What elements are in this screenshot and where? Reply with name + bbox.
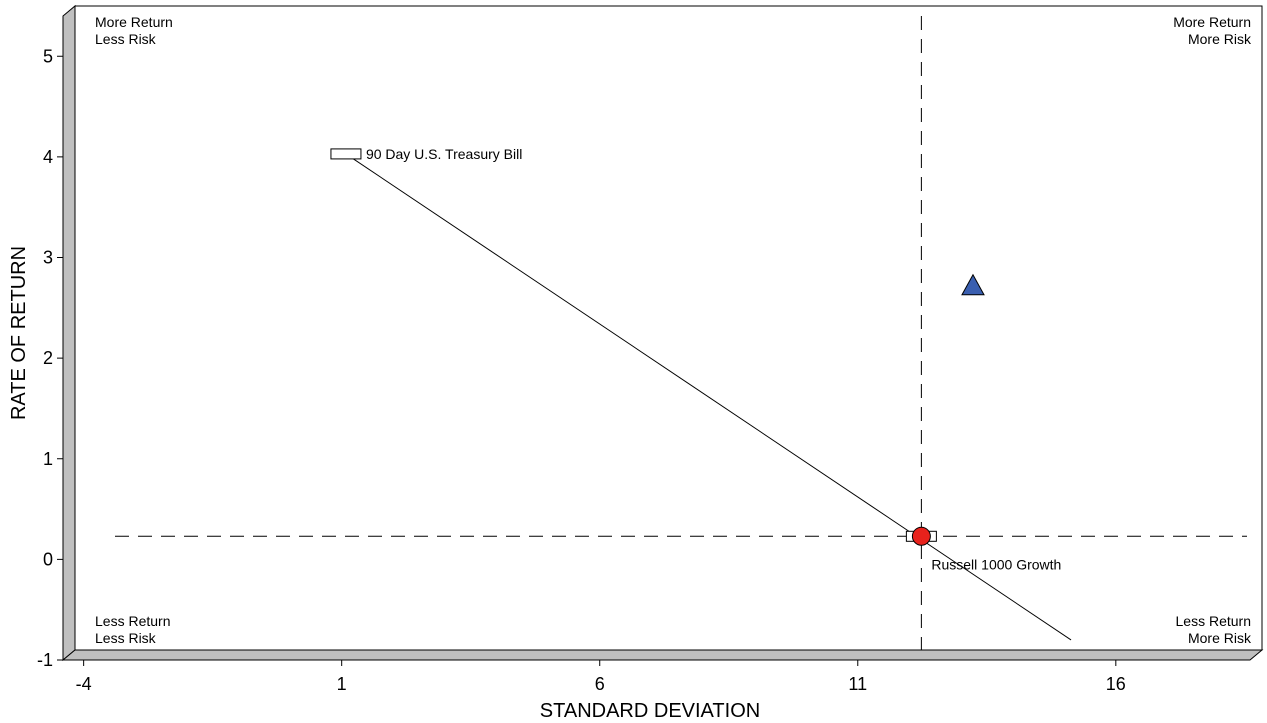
plot-area [74, 5, 1263, 651]
point-marker-rectangle [330, 148, 362, 160]
y-tick-label: 0 [43, 549, 53, 569]
connector-line [345, 153, 1072, 641]
x-axis-ticks: -4 1 6 11 16 [76, 660, 1126, 694]
left-wall [62, 4, 76, 662]
y-axis-title: RATE OF RETURN [8, 246, 30, 420]
y-axis-ticks: -1 0 1 2 3 4 5 [37, 46, 63, 670]
y-tick-label: -1 [37, 650, 53, 670]
x-tick-label: 1 [337, 674, 347, 694]
corner-bottom-left-line1: Less Return [95, 613, 170, 629]
point-label: Russell 1000 Growth [931, 556, 1061, 572]
point-marker-circle [911, 526, 931, 546]
corner-bottom-right-line1: Less Return [1176, 613, 1251, 629]
x-tick-label: 16 [1106, 674, 1126, 694]
corner-top-left-line2: Less Risk [95, 31, 157, 47]
x-tick-label: 6 [595, 674, 605, 694]
x-axis-title: STANDARD DEVIATION [540, 700, 760, 722]
point-marker-triangle [961, 273, 985, 296]
floor [61, 649, 1264, 661]
y-tick-label: 3 [43, 248, 53, 268]
corner-bottom-left-line2: Less Risk [95, 630, 157, 646]
corner-top-right-line1: More Return [1173, 14, 1251, 30]
corner-top-right-line2: More Risk [1188, 31, 1252, 47]
corner-top-left-line1: More Return [95, 14, 173, 30]
y-tick-label: 4 [43, 147, 53, 167]
y-tick-label: 5 [43, 46, 53, 66]
data-points: 90 Day U.S. Treasury Bill Russell 1000 Gr… [330, 146, 1061, 572]
x-tick-label: -4 [76, 674, 92, 694]
y-tick-label: 1 [43, 449, 53, 469]
corner-bottom-right-line2: More Risk [1188, 630, 1252, 646]
x-tick-label: 11 [848, 674, 867, 694]
point-label: 90 Day U.S. Treasury Bill [366, 146, 522, 162]
y-tick-label: 2 [43, 348, 53, 368]
